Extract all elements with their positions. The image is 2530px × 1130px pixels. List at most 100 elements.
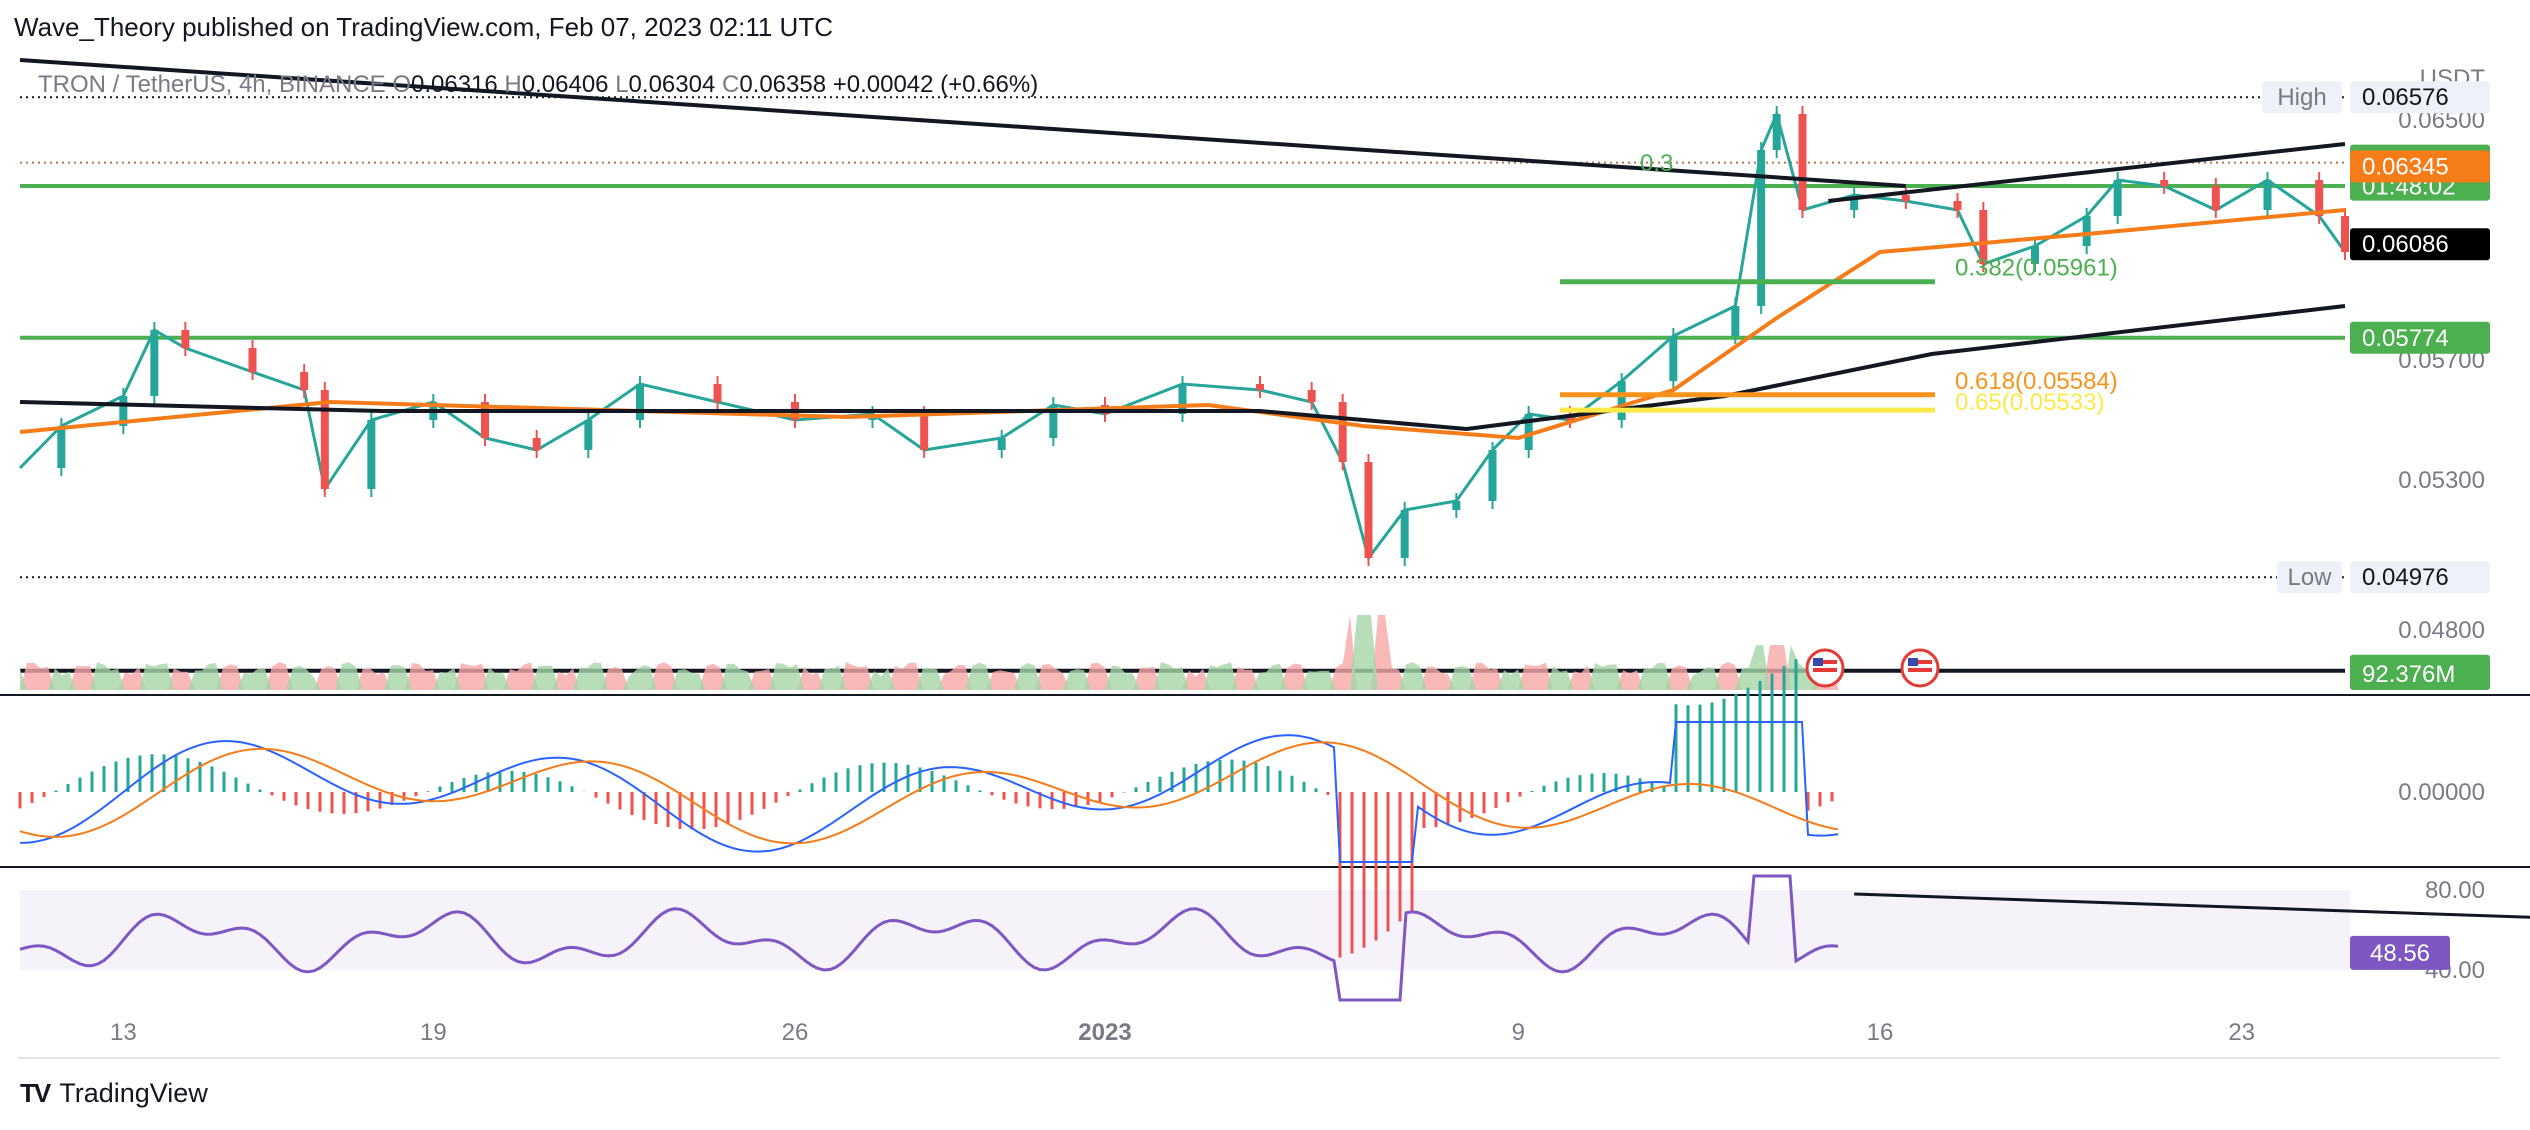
candle-body bbox=[248, 348, 257, 372]
price-badge-label: 0.04976 bbox=[2362, 564, 2449, 591]
price-badge bbox=[2350, 561, 2490, 594]
reference-label-box bbox=[2277, 561, 2342, 594]
volume-badge-label: 92.376M bbox=[2362, 661, 2455, 688]
candle-body bbox=[2263, 180, 2272, 210]
candle-body bbox=[1049, 405, 1058, 438]
candle-body bbox=[1617, 381, 1626, 420]
candle-body bbox=[1452, 501, 1461, 510]
candle-body bbox=[1256, 384, 1264, 390]
candle-body bbox=[1772, 114, 1781, 150]
fib-level-label: 0.65(0.05533) bbox=[1955, 389, 2104, 416]
rsi-divergence-line bbox=[1854, 892, 2530, 919]
price-badge-label: 0.06576 bbox=[2362, 84, 2449, 111]
rsi-value-label: 48.56 bbox=[2370, 940, 2430, 967]
moving-average-line bbox=[19, 304, 2346, 432]
time-tick-label: 13 bbox=[110, 1019, 137, 1046]
symbol-legend: TRON / TetherUS, 4h, BINANCE O0.06316 H0… bbox=[38, 71, 1038, 98]
flag-canton bbox=[1813, 658, 1823, 666]
time-tick-label: 23 bbox=[2228, 1019, 2255, 1046]
legend-part: TRON / TetherUS, 4h, BINANCE bbox=[38, 71, 392, 98]
reference-label: Low bbox=[2287, 564, 2332, 591]
publish-header: Wave_Theory published on TradingView.com… bbox=[14, 12, 833, 42]
candle-body bbox=[150, 330, 159, 396]
rsi-band bbox=[20, 890, 2350, 970]
candle-body bbox=[2031, 246, 2039, 264]
candle-body bbox=[636, 384, 644, 420]
trendline bbox=[1828, 142, 2346, 203]
rsi-band-label: 80.00 bbox=[2425, 877, 2485, 904]
event-icons bbox=[1805, 648, 1940, 688]
legend-part: H bbox=[504, 71, 521, 98]
candle-body bbox=[119, 396, 128, 426]
candle-body bbox=[300, 372, 309, 390]
macd-zero-label: 0.00000 bbox=[2398, 779, 2485, 806]
fib-level-label-partial: 0.3 bbox=[1640, 150, 1673, 177]
candle-body bbox=[2113, 180, 2122, 216]
trendline bbox=[19, 58, 1906, 188]
time-tick-label: 9 bbox=[1512, 1019, 1525, 1046]
legend-part: O bbox=[392, 71, 411, 98]
candle-body bbox=[1953, 201, 1962, 210]
candle-body bbox=[584, 420, 593, 450]
reference-label-box bbox=[2262, 81, 2342, 114]
candle-body bbox=[1178, 384, 1187, 414]
reference-lines: High Low bbox=[20, 81, 2345, 673]
legend-part: +0.00042 (+0.66%) bbox=[833, 71, 1039, 98]
price-badge bbox=[2350, 150, 2490, 183]
footer-brand[interactable]: TV TradingView bbox=[20, 1078, 208, 1109]
volume-bars-down bbox=[20, 615, 1839, 690]
legend-part: L bbox=[615, 71, 628, 98]
fibonacci-levels: 0.382(0.05961) 0.618(0.05584)0.65(0.05533… bbox=[1560, 150, 2118, 416]
price-badge-label: 0.06345 bbox=[2362, 154, 2449, 181]
price-badge-label: 0.05774 bbox=[2362, 325, 2449, 352]
candle-body bbox=[1524, 414, 1533, 450]
time-tick-label: 2023 bbox=[1078, 1019, 1131, 1046]
flag-stripe bbox=[1908, 660, 1932, 664]
trendlines bbox=[19, 58, 2346, 203]
flag-stripe bbox=[1813, 660, 1837, 664]
candle-body bbox=[997, 438, 1006, 450]
candle-body bbox=[1731, 306, 1740, 336]
macd-signal-line bbox=[19, 741, 1839, 845]
candle-body bbox=[320, 390, 329, 489]
candle-body bbox=[481, 402, 489, 438]
candle-body bbox=[1669, 336, 1678, 381]
time-tick-label: 19 bbox=[420, 1019, 447, 1046]
reference-label: High bbox=[2277, 84, 2326, 111]
rsi-value-badge bbox=[2350, 935, 2450, 970]
time-tick-label: 26 bbox=[782, 1019, 809, 1046]
candle-body bbox=[1901, 195, 1910, 201]
price-badge bbox=[2350, 81, 2490, 114]
legend-part: 0.06316 bbox=[411, 71, 504, 98]
flag-canton bbox=[1908, 658, 1918, 666]
grid-layer bbox=[0, 694, 2530, 1059]
candle-body bbox=[1488, 450, 1497, 501]
legend-part: C bbox=[722, 71, 739, 98]
candle-body bbox=[920, 414, 929, 450]
candle-body bbox=[532, 438, 541, 450]
price-badge-label: 0.06086 bbox=[2362, 231, 2449, 258]
candle-body bbox=[1757, 150, 1766, 306]
legend-part: 0.06406 bbox=[522, 71, 615, 98]
symbol-legend-text: TRON / TetherUS, 4h, BINANCE O0.06316 H0… bbox=[38, 71, 1038, 98]
candle-body bbox=[1364, 462, 1373, 558]
tradingview-logo-icon: TV bbox=[20, 1078, 51, 1108]
fib-level-label: 0.382(0.05961) bbox=[1955, 255, 2118, 282]
candle-body bbox=[2082, 216, 2091, 246]
candle-body bbox=[57, 426, 66, 468]
legend-part: 0.06358 bbox=[739, 71, 832, 98]
candle-body bbox=[1850, 195, 1859, 210]
candle-body bbox=[181, 330, 190, 348]
volume-badge bbox=[2350, 658, 2490, 690]
candle-body bbox=[2211, 186, 2220, 210]
candle-body bbox=[2315, 180, 2324, 216]
candle-body bbox=[1798, 114, 1807, 210]
volume-bars-up bbox=[20, 615, 1839, 690]
candle-body bbox=[1307, 390, 1316, 402]
fib-level-label: 0.618(0.05584) bbox=[1955, 368, 2118, 395]
moving-averages bbox=[19, 208, 2346, 441]
candle-body bbox=[367, 420, 376, 489]
price-badge bbox=[2350, 321, 2490, 354]
chart-canvas[interactable]: High Low 0.382(0.05961) 0.618(0.05584)0.65… bbox=[0, 0, 2530, 1070]
